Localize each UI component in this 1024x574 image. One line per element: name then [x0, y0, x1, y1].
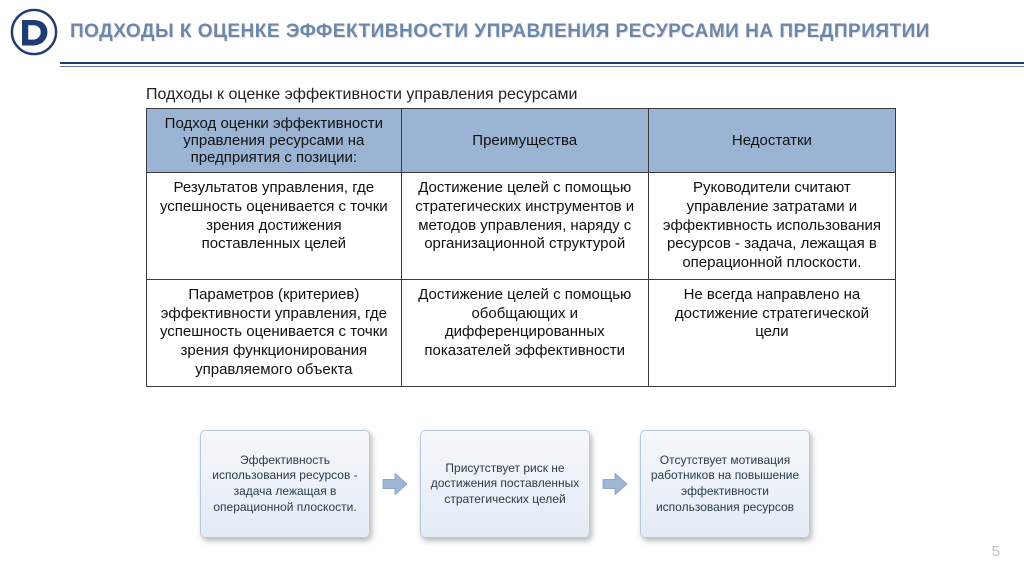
- table-caption: Подходы к оценке эффективности управлени…: [146, 86, 577, 104]
- th-approach: Подход оценки эффективности управления р…: [147, 109, 402, 173]
- cell: Достижение целей с помощью стратегически…: [401, 173, 648, 280]
- page-title: ПОДХОДЫ К ОЦЕНКЕ ЭФФЕКТИВНОСТИ УПРАВЛЕНИ…: [70, 21, 930, 43]
- page-number: 5: [992, 543, 1000, 560]
- flow-box-3: Отсутствует мотивация работников на повы…: [640, 430, 810, 538]
- table-header-row: Подход оценки эффективности управления р…: [147, 109, 896, 173]
- divider-thin: [60, 66, 1024, 67]
- table-row: Результатов управления, где успешность о…: [147, 173, 896, 280]
- arrow-right-icon: [600, 469, 630, 499]
- table-row: Параметров (критериев) эффективности упр…: [147, 279, 896, 386]
- flow-box-1: Эффективность использования ресурсов - з…: [200, 430, 370, 538]
- logo-icon: [10, 8, 58, 56]
- cell: Результатов управления, где успешность о…: [147, 173, 402, 280]
- cell: Достижение целей с помощью обобщающих и …: [401, 279, 648, 386]
- arrow-right-icon: [380, 469, 410, 499]
- flow-box-2: Присутствует риск не достижения поставле…: [420, 430, 590, 538]
- th-disadvantages: Недостатки: [648, 109, 895, 173]
- header: ПОДХОДЫ К ОЦЕНКЕ ЭФФЕКТИВНОСТИ УПРАВЛЕНИ…: [0, 0, 1024, 56]
- cell: Не всегда направлено на достижение страт…: [648, 279, 895, 386]
- flow-boxes: Эффективность использования ресурсов - з…: [200, 430, 810, 538]
- cell: Параметров (критериев) эффективности упр…: [147, 279, 402, 386]
- approaches-table: Подход оценки эффективности управления р…: [146, 108, 896, 387]
- cell: Руководители считают управление затратам…: [648, 173, 895, 280]
- th-advantages: Преимущества: [401, 109, 648, 173]
- divider-thick: [60, 62, 1024, 64]
